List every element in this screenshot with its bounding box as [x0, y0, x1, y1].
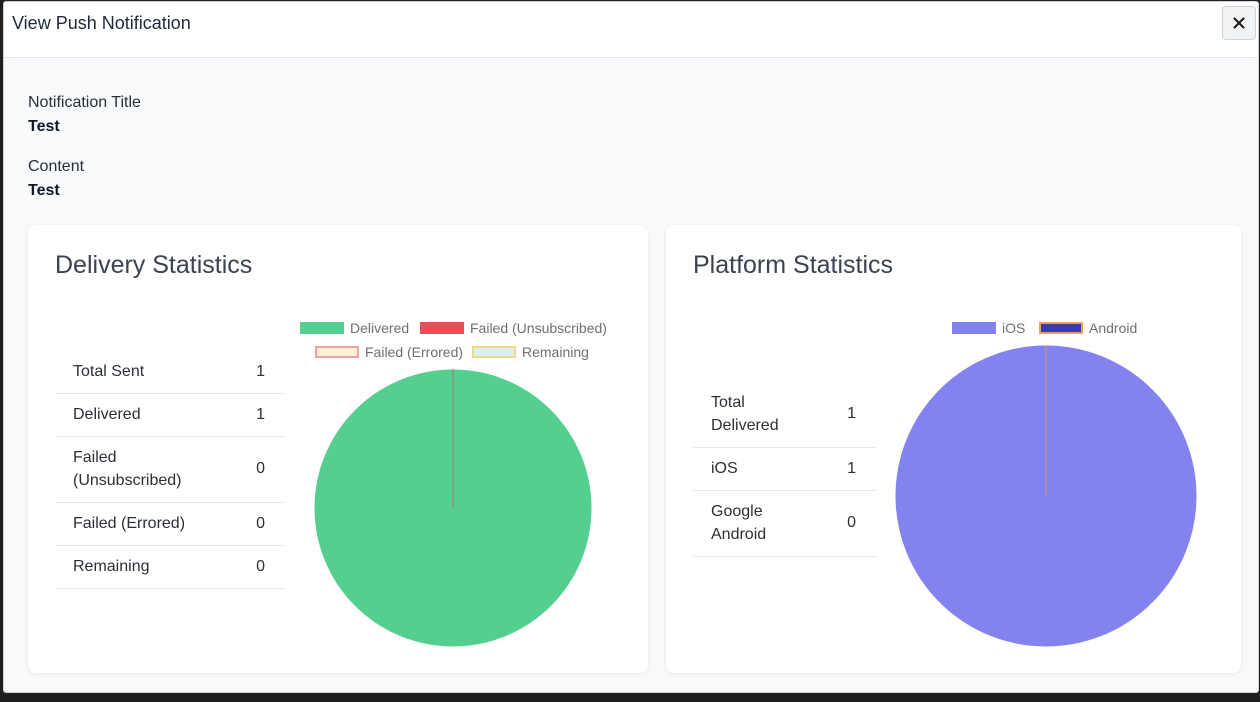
row-value: 0 [223, 545, 285, 589]
legend-label: Remaining [522, 344, 589, 360]
platform-statistics-title: Platform Statistics [693, 251, 894, 279]
table-row: Failed (Unsubscribed) 0 [55, 436, 285, 503]
row-label: Total Sent [55, 351, 223, 394]
modal-header: View Push Notification [4, 2, 1258, 58]
content-label: Content [28, 158, 85, 175]
legend-swatch [952, 322, 996, 334]
close-icon [1233, 17, 1245, 29]
view-push-notification-modal: View Push Notification Notification Titl… [3, 1, 1259, 693]
table-row: iOS 1 [693, 447, 876, 491]
table-row: Delivered 1 [55, 393, 285, 437]
row-value: 1 [223, 393, 285, 437]
row-value: 0 [223, 502, 285, 546]
legend-label: iOS [1002, 320, 1026, 336]
legend-item-failed-unsubscribed[interactable]: Failed (Unsubscribed) [420, 320, 607, 336]
table-row: Total Sent 1 [55, 351, 285, 394]
legend-swatch [420, 322, 464, 334]
delivery-statistics-card: Delivery Statistics Total Sent 1 Deliver… [28, 225, 648, 673]
legend-label: Failed (Unsubscribed) [470, 320, 607, 336]
row-label: Failed (Errored) [55, 502, 223, 546]
table-row: Remaining 0 [55, 545, 285, 589]
legend-item-failed-errored[interactable]: Failed (Errored) [315, 344, 463, 360]
row-value: 1 [811, 447, 876, 491]
notification-title-value: Test [28, 118, 60, 135]
platform-pie-chart [894, 344, 1198, 648]
legend-label: Delivered [350, 320, 410, 336]
legend-swatch [315, 346, 359, 358]
legend-item-ios[interactable]: iOS [952, 320, 1025, 336]
row-value: 1 [811, 381, 876, 448]
delivery-pie-chart [313, 368, 593, 648]
row-value: 0 [811, 490, 876, 557]
legend-item-remaining[interactable]: Remaining [472, 344, 589, 360]
modal-title: View Push Notification [12, 13, 191, 33]
legend-item-delivered[interactable]: Delivered [300, 320, 409, 336]
legend-swatch [472, 346, 516, 358]
legend-swatch [1039, 322, 1083, 334]
platform-statistics-card: Platform Statistics Total Delivered 1 iO… [666, 225, 1241, 673]
row-label: iOS [693, 447, 811, 491]
table-row: Failed (Errored) 0 [55, 502, 285, 546]
close-button[interactable] [1222, 6, 1256, 40]
legend-label: Android [1089, 320, 1138, 336]
legend-item-android[interactable]: Android [1039, 320, 1137, 336]
delivery-statistics-title: Delivery Statistics [55, 251, 253, 279]
row-label: Remaining [55, 545, 223, 589]
row-value: 1 [223, 351, 285, 394]
legend-label: Failed (Errored) [365, 344, 464, 360]
row-label: Google Android [693, 490, 811, 557]
row-label: Failed (Unsubscribed) [55, 436, 223, 503]
notification-title-label: Notification Title [28, 94, 141, 111]
row-label: Total Delivered [693, 381, 811, 448]
table-row: Google Android 0 [693, 490, 876, 557]
row-value: 0 [223, 436, 285, 503]
table-row: Total Delivered 1 [693, 381, 876, 448]
row-label: Delivered [55, 393, 223, 437]
platform-stats-table: Total Delivered 1 iOS 1 Google Android 0 [693, 381, 876, 557]
delivery-stats-table: Total Sent 1 Delivered 1 Failed (Unsubsc… [55, 351, 285, 589]
content-value: Test [28, 182, 60, 199]
legend-swatch [300, 322, 344, 334]
